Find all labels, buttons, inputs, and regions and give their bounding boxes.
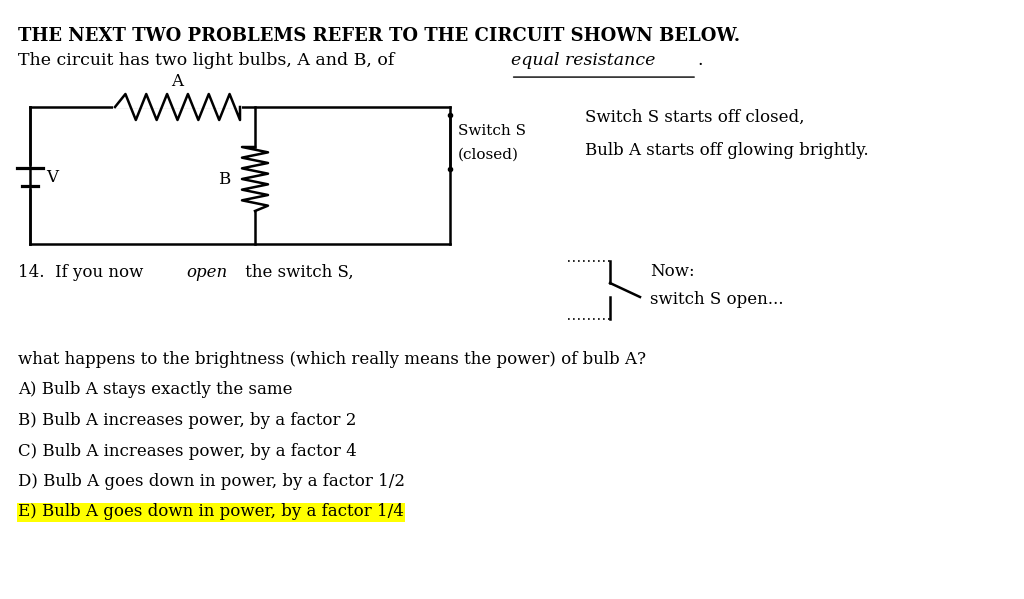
Text: equal resistance: equal resistance [511,52,655,69]
Text: V: V [46,168,58,186]
Text: Bulb A starts off glowing brightly.: Bulb A starts off glowing brightly. [585,142,868,159]
Text: D) Bulb A goes down in power, by a factor 1/2: D) Bulb A goes down in power, by a facto… [18,473,406,490]
Text: .: . [697,52,702,69]
Text: the switch S,: the switch S, [240,264,353,281]
Text: what happens to the brightness (which really means the power) of bulb A?: what happens to the brightness (which re… [18,351,646,368]
Text: open: open [186,264,227,281]
Text: B) Bulb A increases power, by a factor 2: B) Bulb A increases power, by a factor 2 [18,412,356,429]
Text: Switch S: Switch S [458,124,526,138]
Text: A: A [171,73,183,90]
Text: A) Bulb A stays exactly the same: A) Bulb A stays exactly the same [18,382,293,398]
Text: switch S open...: switch S open... [650,291,783,308]
Text: E) Bulb A goes down in power, by a factor 1/4: E) Bulb A goes down in power, by a facto… [18,504,403,521]
Text: (closed): (closed) [458,148,519,162]
Text: Now:: Now: [650,263,694,280]
Text: B: B [218,171,230,187]
Text: The circuit has two light bulbs, A and B, of: The circuit has two light bulbs, A and B… [18,52,400,69]
Text: C) Bulb A increases power, by a factor 4: C) Bulb A increases power, by a factor 4 [18,443,356,459]
Text: THE NEXT TWO PROBLEMS REFER TO THE CIRCUIT SHOWN BELOW.: THE NEXT TWO PROBLEMS REFER TO THE CIRCU… [18,27,740,45]
Text: 14.  If you now: 14. If you now [18,264,148,281]
Text: Switch S starts off closed,: Switch S starts off closed, [585,109,805,126]
